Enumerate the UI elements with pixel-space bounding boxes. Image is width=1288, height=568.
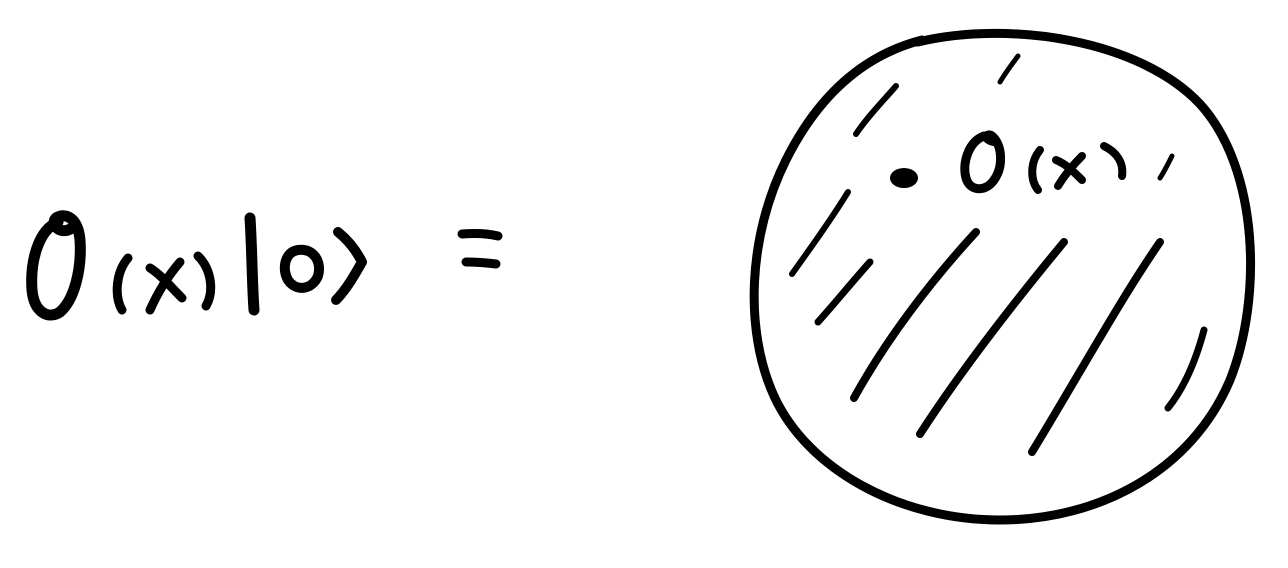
ket-angle [331,227,367,305]
equation-lhs: O(x)|0⟩ [26,210,367,321]
ket-bar [244,212,260,316]
letter-x-stroke-2 [145,257,185,315]
letter-O [26,210,86,321]
open-paren [112,253,133,315]
equals-sign: = [457,228,503,269]
close-paren [193,251,216,311]
operator-label: O(x) [960,130,1127,194]
digit-zero [279,244,324,293]
hatching [789,53,1208,456]
disk-boundary [749,28,1255,525]
disk-diagram: O(x) [749,28,1255,525]
point-marker [890,168,918,188]
